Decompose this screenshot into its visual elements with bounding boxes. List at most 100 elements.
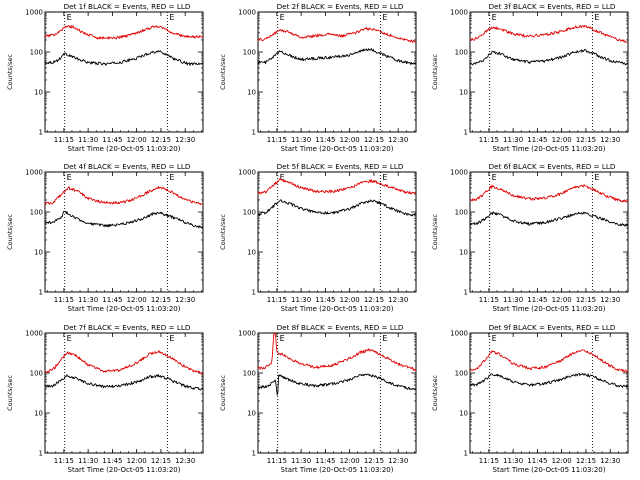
x-tick-label: 12:15: [364, 136, 384, 144]
y-tick-label: 1000: [238, 330, 256, 338]
x-tick-label: 11:45: [102, 296, 122, 304]
y-tick-label: 10: [247, 89, 256, 97]
x-axis-label: Start Time (20-Oct-05 11:03:20): [493, 145, 606, 153]
events-series-line: [469, 48, 629, 66]
chart-title: Det 8f BLACK = Events, RED = LLD: [277, 323, 404, 332]
x-axis-label: Start Time (20-Oct-05 11:03:20): [68, 145, 181, 153]
y-tick-label: 10: [247, 410, 256, 418]
y-tick-label: 1: [464, 129, 468, 137]
chart-panel-6: Det 6f BLACK = Events, RED = LLD 1 10 100 10…: [431, 162, 629, 313]
chart-panel-4: Det 4f BLACK = Events, RED = LLD 1 10 100 10…: [6, 162, 204, 313]
events-series-line: [469, 211, 629, 227]
event-marker-label: E: [492, 334, 497, 343]
y-tick-label: 100: [455, 49, 468, 57]
event-marker-label: E: [169, 173, 174, 182]
plot-frame: [44, 11, 204, 133]
x-tick-label: 12:15: [151, 457, 171, 465]
x-tick-label: 11:15: [479, 296, 499, 304]
panel-grid: Det 1f BLACK = Events, RED = LLD 1 10 100 10…: [6, 2, 629, 474]
chart-panel-9: Det 9f BLACK = Events, RED = LLD 1 10 100 10…: [431, 323, 629, 474]
x-tick-label: 12:15: [364, 296, 384, 304]
lld-series-line: [257, 27, 417, 44]
y-tick-label: 100: [30, 209, 43, 217]
chart-panel-1: Det 1f BLACK = Events, RED = LLD 1 10 100 10…: [6, 2, 204, 153]
x-tick-label: 12:00: [127, 136, 147, 144]
y-tick-label: 10: [459, 410, 468, 418]
x-tick-label: 12:15: [151, 296, 171, 304]
x-tick-label: 12:30: [388, 296, 408, 304]
x-tick-label: 11:30: [503, 457, 523, 465]
lld-series-line: [44, 185, 204, 206]
event-marker-label: E: [280, 13, 285, 22]
y-tick-label: 1: [464, 450, 468, 458]
chart-title: Det 6f BLACK = Events, RED = LLD: [489, 162, 616, 171]
chart-title: Det 9f BLACK = Events, RED = LLD: [489, 323, 616, 332]
event-marker-label: E: [382, 334, 387, 343]
x-axis-label: Start Time (20-Oct-05 11:03:20): [68, 466, 181, 474]
chart-panel-3: Det 3f BLACK = Events, RED = LLD 1 10 100 10…: [431, 2, 629, 153]
event-marker-label: E: [169, 13, 174, 22]
x-tick-label: 11:30: [503, 136, 523, 144]
x-tick-label: 11:15: [479, 457, 499, 465]
y-tick-label: 1000: [25, 9, 43, 17]
x-tick-label: 11:30: [291, 136, 311, 144]
plot-frame: [44, 332, 204, 454]
y-tick-label: 1000: [238, 9, 256, 17]
chart-title: Det 3f BLACK = Events, RED = LLD: [489, 2, 616, 11]
x-tick-label: 12:00: [340, 136, 360, 144]
x-tick-label: 12:30: [175, 136, 195, 144]
plot-frame: [469, 171, 629, 293]
lld-series-line: [469, 184, 629, 203]
x-tick-label: 11:45: [527, 296, 547, 304]
events-series-line: [44, 210, 204, 230]
y-axis-label: Counts/sec: [431, 375, 439, 411]
x-tick-label: 11:45: [102, 136, 122, 144]
x-axis-label: Start Time (20-Oct-05 11:03:20): [281, 145, 394, 153]
event-marker-label: E: [492, 13, 497, 22]
x-tick-label: 12:30: [388, 457, 408, 465]
x-tick-label: 11:15: [479, 136, 499, 144]
events-series-line: [469, 373, 629, 388]
x-tick-label: 12:00: [552, 457, 572, 465]
y-tick-label: 1000: [25, 169, 43, 177]
x-tick-label: 11:30: [78, 136, 98, 144]
x-tick-label: 11:30: [78, 457, 98, 465]
y-tick-label: 1: [39, 289, 43, 297]
y-tick-label: 10: [34, 89, 43, 97]
lld-series-line: [44, 24, 204, 40]
x-tick-label: 11:30: [503, 296, 523, 304]
y-axis-label: Counts/sec: [6, 54, 14, 90]
x-tick-label: 12:15: [576, 457, 596, 465]
x-tick-label: 11:30: [291, 457, 311, 465]
x-axis-label: Start Time (20-Oct-05 11:03:20): [68, 305, 181, 313]
x-tick-label: 12:15: [364, 457, 384, 465]
lld-series-line: [44, 350, 204, 375]
chart-title: Det 7f BLACK = Events, RED = LLD: [64, 323, 191, 332]
y-axis-label: Counts/sec: [6, 214, 14, 250]
y-tick-label: 1000: [238, 169, 256, 177]
chart-title: Det 4f BLACK = Events, RED = LLD: [64, 162, 191, 171]
x-tick-label: 12:00: [127, 296, 147, 304]
x-tick-label: 12:30: [600, 136, 620, 144]
lld-series-line: [469, 25, 629, 43]
x-tick-label: 11:45: [315, 457, 335, 465]
events-series-line: [257, 373, 417, 396]
y-tick-label: 10: [247, 249, 256, 257]
y-axis-label: Counts/sec: [219, 375, 227, 411]
x-tick-label: 11:45: [315, 296, 335, 304]
y-axis-label: Counts/sec: [219, 54, 227, 90]
y-tick-label: 1000: [450, 9, 468, 17]
x-tick-label: 12:00: [340, 457, 360, 465]
y-tick-label: 100: [30, 49, 43, 57]
y-tick-label: 1: [252, 450, 256, 458]
event-marker-label: E: [280, 173, 285, 182]
y-axis-label: Counts/sec: [6, 375, 14, 411]
plot-frame: [257, 171, 417, 293]
plot-frame: [257, 332, 417, 454]
x-tick-label: 12:00: [552, 296, 572, 304]
y-tick-label: 1000: [450, 169, 468, 177]
x-axis-label: Start Time (20-Oct-05 11:03:20): [281, 466, 394, 474]
event-marker-label: E: [67, 173, 72, 182]
